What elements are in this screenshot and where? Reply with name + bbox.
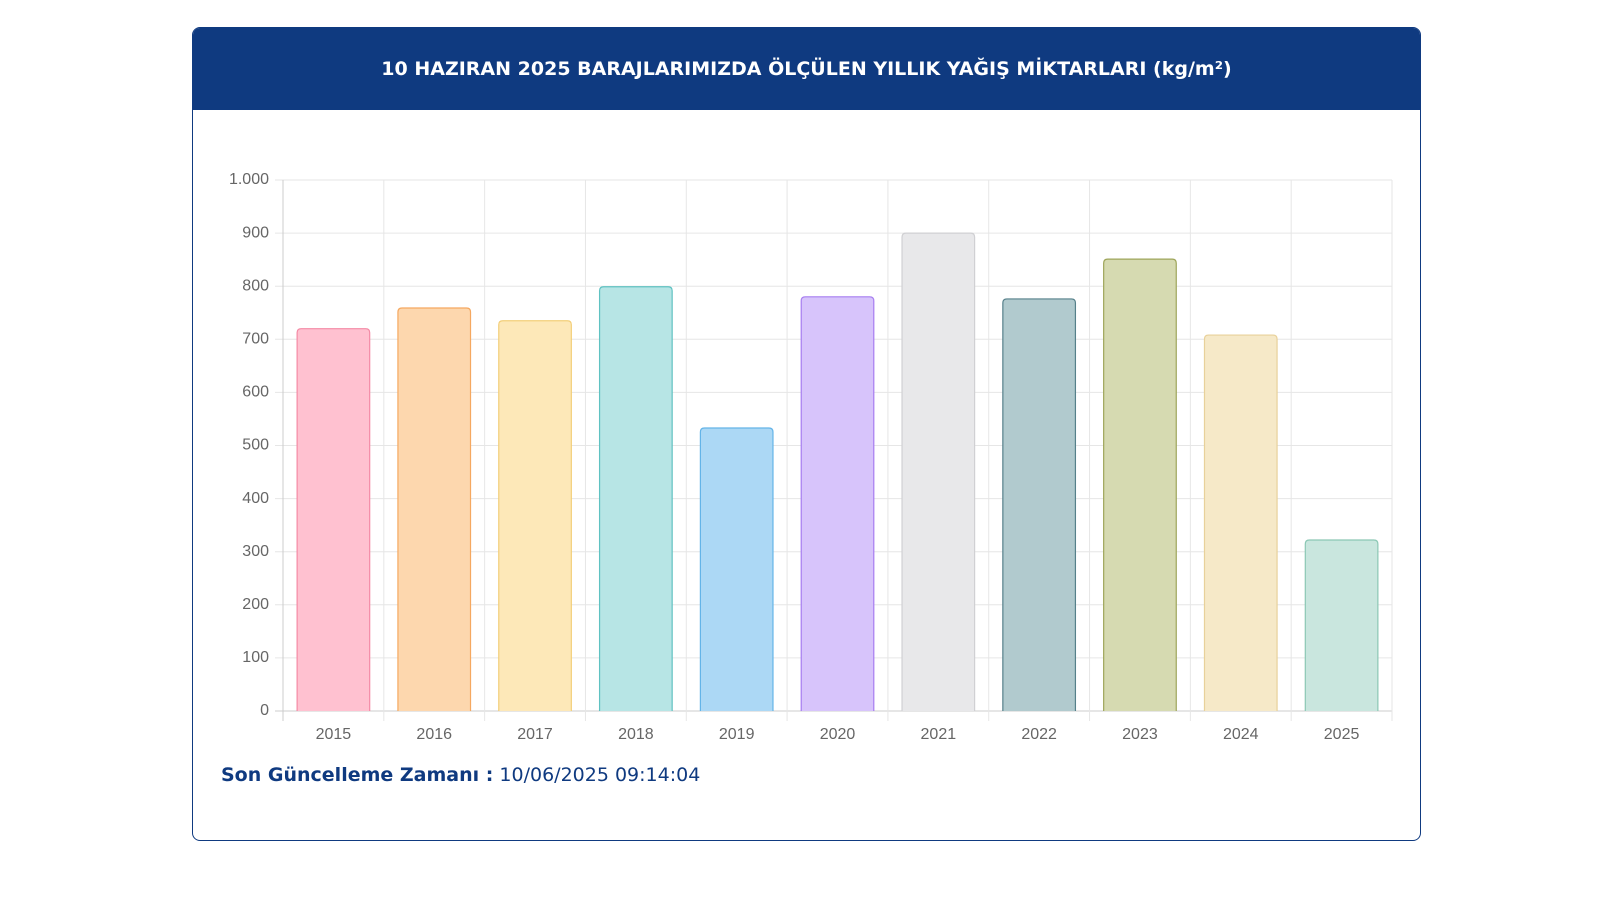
y-tick-label: 400 bbox=[242, 490, 269, 507]
bar bbox=[1203, 334, 1278, 711]
footer-label: Son Güncelleme Zamanı : bbox=[221, 764, 494, 786]
x-tick-label: 2015 bbox=[316, 726, 352, 743]
x-tick-label: 2019 bbox=[719, 726, 755, 743]
y-tick-label: 1.000 bbox=[229, 171, 269, 188]
x-tick-label: 2018 bbox=[618, 726, 654, 743]
bar bbox=[498, 320, 572, 711]
x-tick-label: 2017 bbox=[517, 726, 553, 743]
bar bbox=[800, 296, 875, 711]
footer: Son Güncelleme Zamanı : 10/06/2025 09:14… bbox=[221, 764, 700, 786]
y-tick-label: 900 bbox=[242, 224, 269, 241]
y-tick-label: 700 bbox=[242, 331, 269, 348]
bar bbox=[699, 427, 774, 711]
bar bbox=[1002, 298, 1077, 711]
chart: 0 100 200 300 400 500 600 700 800 900 1.000 2015 201… bbox=[229, 171, 1393, 743]
x-tick-label: 2016 bbox=[416, 726, 452, 743]
bar bbox=[1103, 258, 1177, 711]
bar bbox=[1304, 539, 1379, 711]
bar bbox=[397, 307, 472, 711]
x-tick-label: 2020 bbox=[820, 726, 856, 743]
y-tick-label: 300 bbox=[242, 543, 269, 560]
y-tick-label: 100 bbox=[242, 649, 269, 666]
bar bbox=[901, 232, 976, 711]
y-tick-label: 0 bbox=[260, 702, 269, 719]
footer-timestamp: 10/06/2025 09:14:04 bbox=[499, 764, 701, 786]
y-tick-label: 800 bbox=[242, 277, 269, 294]
x-tick-label: 2021 bbox=[921, 726, 957, 743]
y-tick-label: 500 bbox=[242, 437, 269, 454]
y-tick-label: 200 bbox=[242, 596, 269, 613]
y-tick-label: 600 bbox=[242, 384, 269, 401]
x-tick-label: 2024 bbox=[1223, 726, 1259, 743]
x-tick-label: 2025 bbox=[1324, 726, 1360, 743]
chart-title: 10 HAZIRAN 2025 BARAJLARIMIZDA ÖLÇÜLEN Y… bbox=[193, 28, 1420, 110]
bar bbox=[598, 286, 673, 711]
chart-card: 10 HAZIRAN 2025 BARAJLARIMIZDA ÖLÇÜLEN Y… bbox=[192, 27, 1421, 841]
bar bbox=[296, 328, 371, 711]
x-tick-label: 2022 bbox=[1021, 726, 1057, 743]
x-tick-label: 2023 bbox=[1122, 726, 1158, 743]
